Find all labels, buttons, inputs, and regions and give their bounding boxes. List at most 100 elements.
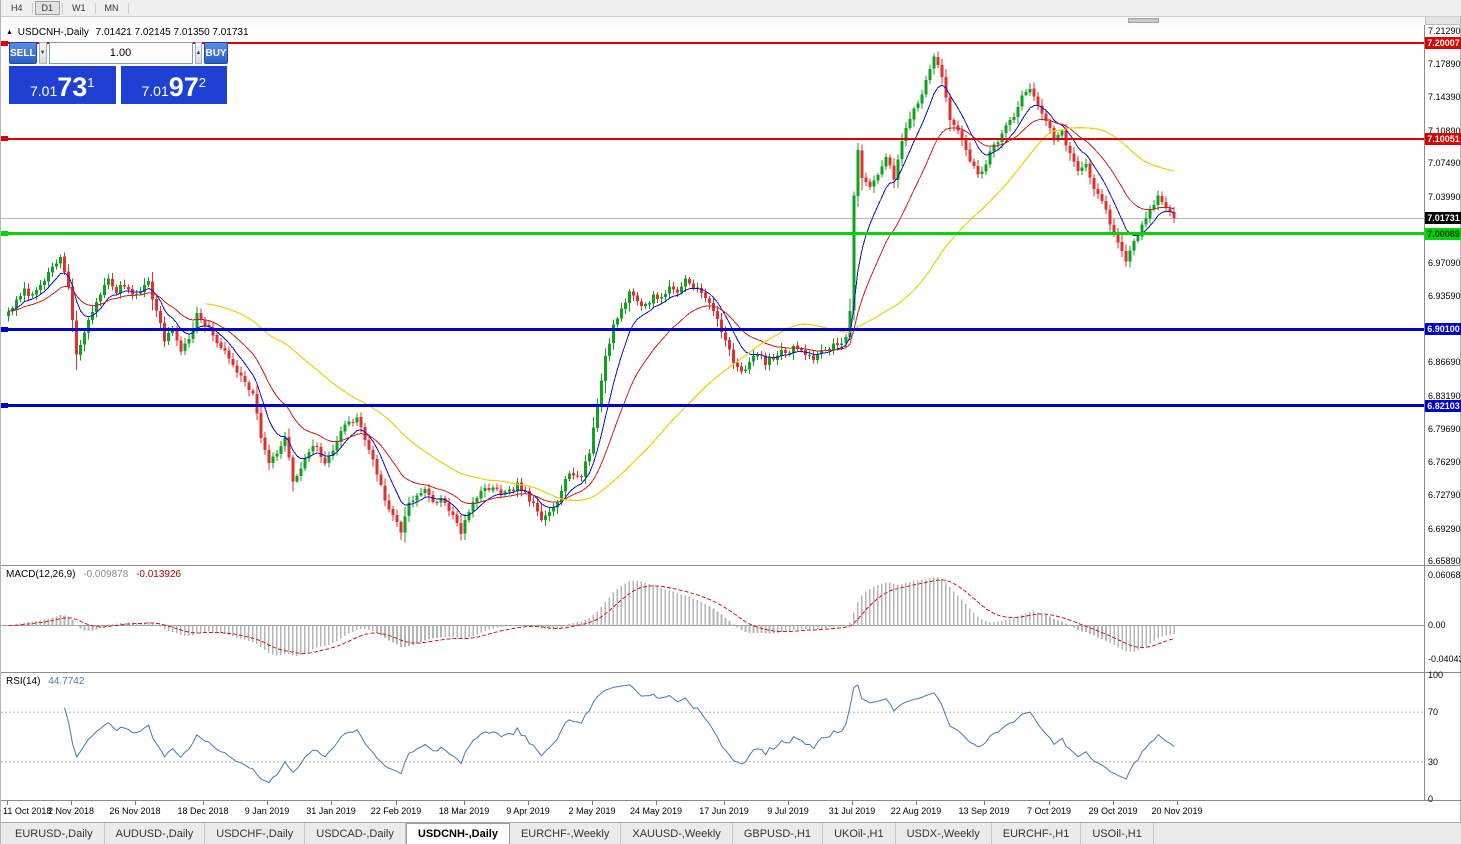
macd-title: MACD(12,26,9) — [6, 569, 76, 580]
macd-chart-canvas[interactable] — [1, 566, 1424, 672]
current-price-tag: 7.01731 — [1425, 212, 1461, 225]
x-axis-label: 9 Jul 2019 — [767, 806, 809, 816]
sell-price-big: 73 — [57, 72, 88, 102]
rsi-chart-canvas[interactable] — [1, 673, 1424, 800]
timeframe-button-H4[interactable]: H4 — [11, 3, 23, 13]
x-axis-label: 2 May 2019 — [568, 806, 616, 816]
x-axis-label: 31 Jul 2019 — [828, 806, 876, 816]
hline-6.90100[interactable] — [1, 327, 1424, 331]
tab-USDCNH-Daily[interactable]: USDCNH-,Daily — [405, 823, 510, 844]
tab-USOil-H1[interactable]: USOil-,H1 — [1081, 823, 1154, 844]
x-axis-label: 22 Aug 2019 — [890, 806, 942, 816]
hline-7.00089[interactable] — [1, 232, 1424, 236]
x-axis-tick — [7, 801, 8, 805]
x-axis-label: 13 Sep 2019 — [958, 806, 1010, 816]
volume-increase-button[interactable]: ▲ — [194, 42, 203, 64]
tab-USDCHF-Daily[interactable]: USDCHF-,Daily — [205, 823, 306, 844]
tab-UKOil-H1[interactable]: UKOil-,H1 — [823, 823, 896, 844]
macd-header: MACD(12,26,9) -0.009878 -0.013926 — [6, 569, 181, 580]
rsi-header: RSI(14) 44.7742 — [6, 676, 84, 687]
tab-EURCHF-Weekly[interactable]: EURCHF-,Weekly — [510, 823, 622, 844]
rsi-axis-label: 70 — [1428, 707, 1439, 718]
chart-ohlc-values: 7.01421 7.02145 7.01350 7.01731 — [95, 27, 249, 38]
x-axis-label: 24 May 2019 — [629, 806, 683, 816]
x-axis-tick — [1049, 801, 1050, 805]
hline-left-marker[interactable] — [1, 403, 8, 409]
y-axis-label: 6.93590 — [1428, 291, 1461, 302]
macd-rsi-separator[interactable] — [1, 672, 1461, 673]
sell-price-sup: 1 — [87, 75, 95, 90]
scrollbar-thumb[interactable] — [1128, 18, 1159, 23]
rsi-title: RSI(14) — [6, 676, 41, 687]
rsi-axis-label: 0 — [1428, 794, 1434, 804]
buy-price-display[interactable]: 7.01972 — [120, 66, 227, 104]
tab-EURCHF-H1[interactable]: EURCHF-,H1 — [992, 823, 1082, 844]
ma-medium-line — [8, 118, 1175, 505]
y-axis-label: 6.72790 — [1428, 490, 1461, 501]
x-axis-tick — [464, 801, 465, 805]
y-axis-label: 7.21290 — [1428, 26, 1461, 36]
timeframe-button-MN[interactable]: MN — [104, 3, 119, 13]
hline-left-marker[interactable] — [1, 136, 8, 142]
chart-h-scrollbar[interactable] — [1, 17, 1424, 25]
chart-collapse-icon[interactable]: ▲ — [6, 29, 13, 36]
hline-6.82103[interactable] — [1, 404, 1424, 408]
macd-axis-label: 0.00 — [1428, 620, 1446, 631]
tab-AUDUSD-Daily[interactable]: AUDUSD-,Daily — [105, 823, 206, 844]
price-axis-border — [1424, 25, 1425, 800]
current-price-line — [1, 218, 1424, 220]
x-axis-label: 31 Jan 2019 — [306, 806, 356, 816]
x-axis-tick — [331, 801, 332, 805]
tab-XAUUSD-Weekly[interactable]: XAUUSD-,Weekly — [621, 823, 733, 844]
tabbar-separator — [1, 822, 1461, 823]
hline-left-marker[interactable] — [1, 231, 8, 237]
x-axis-label: 9 Apr 2019 — [506, 806, 550, 816]
y-axis-label: 7.17890 — [1428, 58, 1461, 69]
hline-left-marker[interactable] — [1, 326, 8, 332]
y-axis-label: 7.10890 — [1428, 125, 1461, 136]
x-axis-tick — [267, 801, 268, 805]
sell-button[interactable]: SELL — [9, 42, 37, 64]
price-macd-separator[interactable] — [1, 565, 1461, 566]
toolbar-separator — [62, 2, 64, 14]
hline-7.10051[interactable] — [1, 137, 1424, 140]
x-axis-label: 18 Dec 2018 — [177, 806, 229, 816]
x-axis-tick — [1113, 801, 1114, 805]
macd-main-value: -0.009878 — [83, 569, 129, 580]
volume-decrease-button[interactable]: ▼ — [38, 42, 47, 64]
x-axis-tick — [916, 801, 917, 805]
sell-price-display[interactable]: 7.01731 — [9, 66, 116, 104]
buy-button[interactable]: BUY — [204, 42, 228, 64]
x-axis-tick — [724, 801, 725, 805]
x-axis-label: 9 Jan 2019 — [244, 806, 290, 816]
tab-USDX-Weekly[interactable]: USDX-,Weekly — [896, 823, 992, 844]
volume-input[interactable] — [48, 42, 193, 64]
tab-EURUSD-Daily[interactable]: EURUSD-,Daily — [4, 823, 105, 844]
toolbar-separator — [31, 2, 33, 14]
hline-7.20007[interactable] — [1, 42, 1424, 45]
macd-axis-label: 0.060687 — [1428, 570, 1461, 580]
hline-left-marker[interactable] — [1, 40, 8, 46]
x-axis-label: 7 Oct 2019 — [1026, 806, 1072, 816]
chart-symbol-label: USDCNH-,Daily — [17, 27, 89, 38]
y-axis-label: 6.97090 — [1428, 257, 1461, 268]
x-axis-label: 29 Oct 2019 — [1088, 806, 1138, 816]
x-axis-tick — [656, 801, 657, 805]
x-axis-tick — [592, 801, 593, 805]
timeframe-button-W1[interactable]: W1 — [72, 3, 86, 13]
x-axis-label: 26 Nov 2018 — [109, 806, 161, 816]
timeframe-button-D1[interactable]: D1 — [34, 1, 61, 15]
macd-signal-value: -0.013926 — [136, 569, 182, 580]
y-axis-label: 6.69290 — [1428, 523, 1461, 534]
tab-GBPUSD-H1[interactable]: GBPUSD-,H1 — [733, 823, 824, 844]
chart-tabs-bar: EURUSD-,Daily AUDUSD-,Daily USDCHF-,Daily U… — [1, 823, 1461, 844]
tab-USDCAD-Daily[interactable]: USDCAD-,Daily — [305, 823, 406, 844]
rsi-axis-label: 30 — [1428, 756, 1439, 767]
toolbar-separator — [94, 2, 96, 14]
price-chart-canvas[interactable] — [1, 25, 1424, 565]
x-axis-label: 18 Mar 2019 — [438, 806, 490, 816]
y-axis-label: 6.83190 — [1428, 390, 1461, 401]
macd-signal-line — [8, 579, 1175, 654]
price-tag-7.20007: 7.20007 — [1425, 37, 1461, 50]
